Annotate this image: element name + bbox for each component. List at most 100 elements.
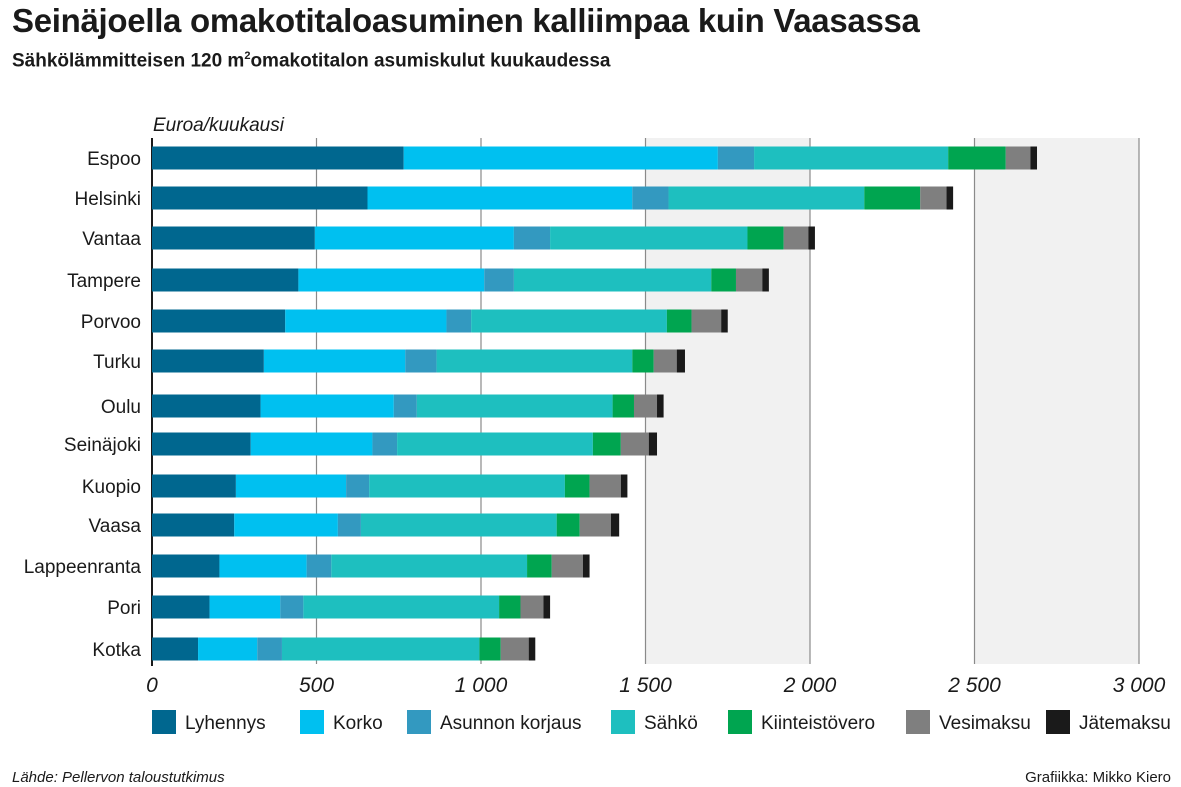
bar-segment-lyhennys <box>152 432 251 456</box>
bar-segment-jätemaksu <box>808 226 815 250</box>
bar-segment-kiinteistövero <box>632 349 654 373</box>
category-label: Espoo <box>87 149 141 170</box>
bar-segment-sähkö <box>331 554 528 578</box>
bar-segment-lyhennys <box>152 394 261 418</box>
bar-segment-vesimaksu <box>551 554 583 578</box>
legend-swatch <box>152 710 176 734</box>
bar-segment-korko <box>235 474 347 498</box>
bar-segment-kiinteistövero <box>499 595 521 619</box>
bar-segment-kiinteistövero <box>556 513 580 537</box>
bar-segment-kiinteistövero <box>527 554 552 578</box>
category-label: Pori <box>107 598 141 619</box>
bar-segment-kiinteistövero <box>592 432 621 456</box>
x-tick-label: 3 000 <box>1113 674 1166 697</box>
bar-segment-kiinteistövero <box>612 394 634 418</box>
category-label: Helsinki <box>74 189 141 210</box>
x-tick-label: 2 500 <box>947 674 1001 697</box>
bar-segment-lyhennys <box>152 226 315 250</box>
shaded-band-0 <box>645 138 810 664</box>
bar-segment-sähkö <box>513 268 712 292</box>
bar-stacks <box>152 146 1038 661</box>
bar-segment-asunnon-korjaus <box>257 637 282 661</box>
bar-segment-lyhennys <box>152 637 199 661</box>
category-label: Vaasa <box>89 516 142 537</box>
legend-label: Sähkö <box>644 713 698 734</box>
bar-segment-vesimaksu <box>520 595 544 619</box>
category-label: Vantaa <box>82 229 141 250</box>
bar-segment-korko <box>263 349 406 373</box>
x-tick-label: 0 <box>146 674 158 697</box>
bar-segment-lyhennys <box>152 349 264 373</box>
bar-segment-sähkö <box>281 637 480 661</box>
shaded-band-1 <box>974 138 1139 664</box>
category-label: Turku <box>93 352 141 373</box>
legend: Lyhennys Korko Asunnon korjaus Sähkö Kiintei… <box>152 710 1171 734</box>
x-axis-ticks: 0 500 1 000 1 500 2 000 2 500 3 000 <box>146 674 1165 697</box>
bar-segment-vesimaksu <box>783 226 809 250</box>
bar-segment-korko <box>234 513 338 537</box>
bar-segment-jätemaksu <box>762 268 769 292</box>
bar-segment-korko <box>209 595 281 619</box>
bar-segment-korko <box>250 432 373 456</box>
bar-segment-jätemaksu <box>676 349 685 373</box>
legend-label: Asunnon korjaus <box>440 713 582 734</box>
bar-segment-korko <box>260 394 394 418</box>
bar-segment-vesimaksu <box>735 268 763 292</box>
bar-segment-jätemaksu <box>721 309 728 333</box>
bar-segment-vesimaksu <box>1005 146 1031 170</box>
bar-segment-jätemaksu <box>657 394 664 418</box>
bar-segment-lyhennys <box>152 474 236 498</box>
subtitle-text: Sähkölämmitteisen 120 m <box>12 50 245 72</box>
bar-segment-korko <box>298 268 485 292</box>
bar-segment-korko <box>285 309 447 333</box>
bar-segment-asunnon-korjaus <box>306 554 332 578</box>
bar-segment-vesimaksu <box>579 513 611 537</box>
bar-segment-sähkö <box>416 394 613 418</box>
bar-segment-lyhennys <box>152 146 404 170</box>
category-label: Oulu <box>101 397 141 418</box>
category-label: Kotka <box>92 640 141 661</box>
category-label: Porvoo <box>81 312 141 333</box>
legend-swatch <box>300 710 324 734</box>
bar-segment-korko <box>314 226 514 250</box>
x-tick-label: 1 500 <box>619 674 672 697</box>
legend-label: Jätemaksu <box>1079 713 1171 734</box>
bar-segment-lyhennys <box>152 268 299 292</box>
bar-segment-asunnon-korjaus <box>484 268 514 292</box>
bar-segment-korko <box>219 554 307 578</box>
bar-segment-sähkö <box>550 226 748 250</box>
bar-segment-lyhennys <box>152 554 220 578</box>
legend-label: Korko <box>333 713 383 734</box>
axis-unit-label: Euroa/kuukausi <box>153 115 285 136</box>
bar-segment-kiinteistövero <box>666 309 692 333</box>
category-labels: Espoo Helsinki Vantaa Tampere Porvoo Turku Oul… <box>24 149 142 661</box>
bar-segment-sähkö <box>471 309 667 333</box>
bar-segment-sähkö <box>369 474 565 498</box>
bar-segment-asunnon-korjaus <box>632 186 669 210</box>
x-tick-label: 2 000 <box>783 674 837 697</box>
bar-segment-korko <box>367 186 633 210</box>
legend-swatch <box>906 710 930 734</box>
bar-segment-sähkö <box>303 595 500 619</box>
bar-segment-vesimaksu <box>691 309 722 333</box>
bar-segment-kiinteistövero <box>564 474 590 498</box>
bar-segment-korko <box>198 637 258 661</box>
legend-swatch <box>611 710 635 734</box>
category-label: Lappeenranta <box>24 557 142 578</box>
bar-segment-asunnon-korjaus <box>280 595 304 619</box>
legend-swatch <box>1046 710 1070 734</box>
legend-swatch <box>728 710 752 734</box>
credit-note: Grafiikka: Mikko Kiero <box>1025 769 1171 786</box>
bar-segment-jätemaksu <box>648 432 658 456</box>
x-tick-label: 500 <box>299 674 334 697</box>
bar-segment-lyhennys <box>152 186 368 210</box>
bar-segment-vesimaksu <box>500 637 529 661</box>
bar-segment-asunnon-korjaus <box>372 432 398 456</box>
bar-segment-lyhennys <box>152 595 210 619</box>
bar-segment-lyhennys <box>152 309 286 333</box>
legend-swatch <box>407 710 431 734</box>
bar-segment-jätemaksu <box>946 186 954 210</box>
subtitle-superscript: 2 <box>244 50 251 62</box>
bar-segment-sähkö <box>754 146 949 170</box>
bar-segment-asunnon-korjaus <box>393 394 417 418</box>
